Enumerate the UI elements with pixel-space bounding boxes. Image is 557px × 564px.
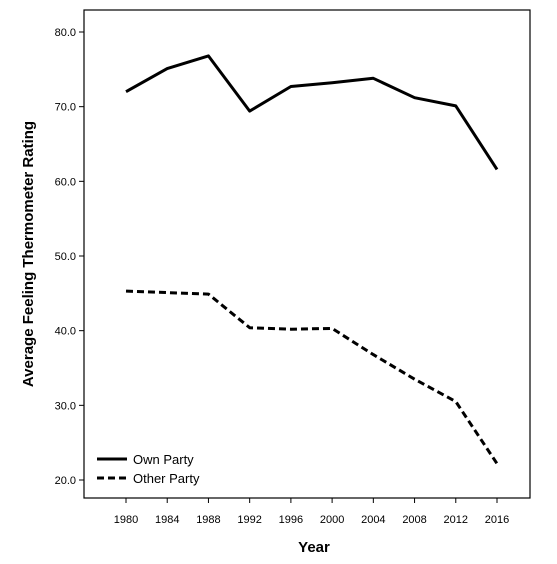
series-layer (125, 54, 499, 465)
legend-label: Other Party (133, 471, 200, 486)
legend: Own Party Other Party (97, 452, 200, 486)
series-line-own-party (125, 54, 499, 171)
x-tick-label: 1984 (155, 514, 179, 526)
x-tick-label: 2000 (320, 514, 344, 526)
series-line-other-party (125, 289, 499, 465)
legend-label: Own Party (133, 452, 194, 467)
x-tick-label: 2008 (402, 514, 426, 526)
x-tick-label: 1988 (196, 514, 220, 526)
x-tick-label: 2012 (444, 514, 468, 526)
x-axis-title: Year (298, 539, 330, 556)
y-tick-label: 80.0 (55, 27, 76, 39)
x-tick-label: 2016 (485, 514, 509, 526)
y-axis: 20.0 30.0 40.0 50.0 60.0 70.0 80.0 (55, 27, 84, 487)
y-tick-label: 60.0 (55, 176, 76, 188)
x-axis: 1980 1984 1988 1992 1996 2000 2004 2008 2012 2016 (114, 498, 509, 526)
y-tick-label: 70.0 (55, 102, 76, 114)
x-tick-label: 1980 (114, 514, 138, 526)
x-tick-label: 2004 (361, 514, 385, 526)
x-tick-label: 1992 (237, 514, 261, 526)
y-axis-title: Average Feeling Thermometer Rating (20, 121, 37, 387)
y-tick-label: 20.0 (55, 475, 76, 487)
plot-frame (83, 9, 531, 499)
y-tick-label: 40.0 (55, 326, 76, 338)
x-tick-label: 1996 (279, 514, 303, 526)
y-tick-label: 30.0 (55, 400, 76, 412)
y-tick-label: 50.0 (55, 251, 76, 263)
